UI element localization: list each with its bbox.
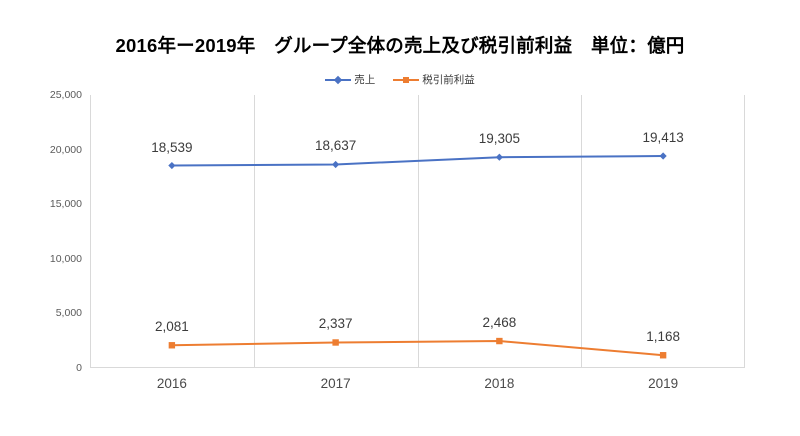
legend-swatch-pretax-profit <box>393 74 420 85</box>
gridline-vertical <box>418 95 419 368</box>
legend-label-sales: 売上 <box>354 74 376 86</box>
legend-item-pretax-profit[interactable]: 税引前利益 <box>393 72 475 87</box>
diamond-marker-icon <box>334 75 343 84</box>
y-axis-tick-label: 25,000 <box>49 89 82 101</box>
x-axis-tick-label: 2016 <box>156 376 187 391</box>
data-point-label: 18,539 <box>151 139 193 155</box>
square-marker-icon <box>403 76 410 83</box>
data-point-marker-diamond[interactable] <box>495 153 503 161</box>
x-axis-tick-label: 2017 <box>320 376 351 391</box>
chart-legend: 売上 税引前利益 <box>0 72 800 87</box>
data-point-label: 1,168 <box>646 329 681 345</box>
axis-line-right <box>744 95 745 368</box>
x-axis-tick-label: 2019 <box>648 376 679 391</box>
series-line <box>171 340 664 357</box>
data-point-marker-diamond[interactable] <box>332 160 340 169</box>
series-plot <box>168 152 667 359</box>
axis-line-bottom <box>90 367 745 368</box>
data-point-label: 19,413 <box>642 130 684 145</box>
data-point-marker-diamond[interactable] <box>659 152 667 160</box>
legend-swatch-sales <box>325 74 352 85</box>
axis-line-left <box>90 95 91 368</box>
y-axis-tick-label: 15,000 <box>49 198 82 211</box>
data-point-label: 2,337 <box>318 316 353 332</box>
y-axis-tick-label: 0 <box>76 362 82 374</box>
gridline-vertical <box>581 95 582 368</box>
gridline-vertical <box>254 95 255 368</box>
data-point-label: 2,468 <box>482 315 517 331</box>
data-point-marker-diamond[interactable] <box>168 161 176 170</box>
series-line <box>171 155 664 167</box>
chart-title: 2016年ー2019年 グループ全体の売上及び税引前利益 単位：億円 <box>115 35 685 56</box>
data-point-label: 18,637 <box>314 138 357 154</box>
legend-item-sales[interactable]: 売上 <box>325 72 375 87</box>
data-point-marker-square[interactable] <box>168 342 176 349</box>
data-point-label: 19,305 <box>478 131 521 147</box>
y-axis-tick-label: 5,000 <box>55 307 82 320</box>
x-axis: 2016 2017 2018 2019 <box>90 376 745 398</box>
y-axis-tick-label: 10,000 <box>49 252 82 265</box>
x-axis-tick-label: 2018 <box>484 376 515 391</box>
y-axis-tick-label: 20,000 <box>49 143 82 156</box>
data-point-marker-square[interactable] <box>332 339 339 346</box>
data-point-marker-square[interactable] <box>659 352 667 359</box>
data-point-label: 2,081 <box>154 319 189 335</box>
data-point-marker-square[interactable] <box>496 337 503 345</box>
plot-area: 18,539 18,637 19,305 19,413 2,081 2,337 2,468 1… <box>90 95 745 368</box>
y-axis: 0 5,000 10,000 15,000 20,000 25,000 <box>0 89 82 374</box>
legend-label-pretax-profit: 税引前利益 <box>422 74 475 86</box>
